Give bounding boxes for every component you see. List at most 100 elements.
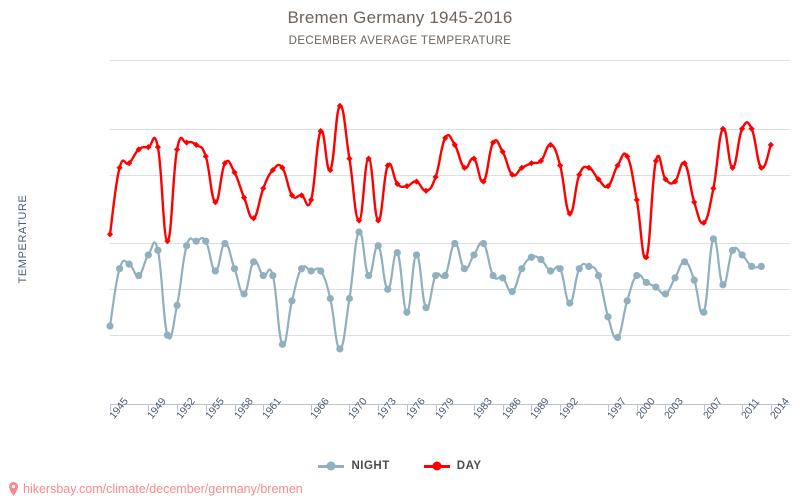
data-point[interactable] (509, 171, 516, 178)
data-point[interactable] (355, 228, 363, 236)
data-point[interactable] (595, 176, 602, 183)
data-point[interactable] (681, 258, 689, 266)
legend-item-day[interactable]: DAY (423, 460, 482, 472)
data-point[interactable] (115, 265, 124, 273)
data-point[interactable] (193, 141, 200, 148)
data-point[interactable] (585, 262, 593, 270)
data-point[interactable] (652, 283, 660, 291)
data-point[interactable] (441, 271, 449, 280)
data-point[interactable] (364, 271, 373, 280)
data-point[interactable] (556, 265, 564, 273)
data-point[interactable] (499, 274, 507, 282)
data-point[interactable] (700, 219, 707, 226)
data-point[interactable] (479, 239, 488, 248)
data-point[interactable] (748, 125, 755, 132)
data-point[interactable] (231, 169, 238, 176)
data-point[interactable] (739, 125, 746, 132)
data-point[interactable] (259, 271, 267, 280)
data-point[interactable] (642, 278, 650, 287)
data-point[interactable] (624, 153, 631, 160)
data-point[interactable] (154, 246, 162, 254)
data-point[interactable] (393, 249, 401, 257)
data-point[interactable] (212, 199, 219, 206)
data-point[interactable] (432, 173, 439, 181)
data-point[interactable] (518, 164, 525, 171)
data-point[interactable] (547, 141, 554, 148)
data-point[interactable] (365, 155, 372, 162)
data-point[interactable] (250, 215, 257, 222)
data-point[interactable] (317, 267, 325, 275)
data-point[interactable] (144, 251, 152, 259)
data-point[interactable] (145, 144, 152, 151)
data-point[interactable] (154, 144, 161, 151)
data-point[interactable] (403, 308, 411, 316)
data-point[interactable] (422, 187, 430, 194)
data-point[interactable] (719, 281, 727, 289)
data-point[interactable] (710, 185, 717, 192)
data-point[interactable] (345, 294, 354, 303)
data-point[interactable] (336, 345, 344, 353)
data-point[interactable] (671, 178, 679, 185)
data-point[interactable] (557, 162, 564, 169)
data-point[interactable] (422, 304, 430, 312)
data-point[interactable] (460, 265, 468, 273)
data-point[interactable] (394, 180, 401, 187)
data-point[interactable] (604, 313, 612, 321)
data-point[interactable] (221, 239, 229, 248)
data-point[interactable] (240, 290, 248, 298)
data-point[interactable] (576, 171, 583, 178)
legend-item-night[interactable]: NIGHT (318, 460, 389, 472)
data-point[interactable] (221, 160, 229, 167)
data-point[interactable] (202, 237, 210, 245)
data-point[interactable] (470, 251, 478, 259)
data-point[interactable] (164, 238, 171, 245)
data-point[interactable] (470, 155, 478, 162)
data-point[interactable] (278, 340, 286, 348)
data-point[interactable] (326, 294, 334, 303)
data-point[interactable] (537, 157, 545, 165)
data-point[interactable] (211, 267, 219, 275)
data-point[interactable] (546, 267, 555, 275)
data-point[interactable] (183, 242, 191, 250)
data-point[interactable] (594, 271, 603, 280)
data-point[interactable] (173, 146, 181, 153)
data-point[interactable] (442, 134, 449, 142)
data-point[interactable] (451, 239, 459, 248)
data-point[interactable] (269, 166, 276, 174)
data-point[interactable] (480, 178, 487, 185)
data-point[interactable] (499, 148, 506, 155)
data-point[interactable] (767, 141, 774, 148)
data-point[interactable] (288, 297, 296, 305)
data-point[interactable] (537, 255, 545, 264)
data-point[interactable] (173, 301, 181, 309)
data-point[interactable] (403, 183, 411, 190)
data-point[interactable] (375, 217, 382, 224)
data-point[interactable] (192, 237, 200, 245)
data-point[interactable] (575, 265, 583, 273)
data-point[interactable] (163, 331, 172, 339)
data-point[interactable] (604, 183, 612, 190)
data-point[interactable] (374, 242, 382, 250)
data-point[interactable] (700, 308, 708, 316)
data-point[interactable] (297, 265, 306, 273)
data-point[interactable] (202, 153, 209, 160)
data-point[interactable] (240, 194, 248, 201)
data-point[interactable] (126, 160, 133, 167)
data-point[interactable] (518, 265, 526, 273)
source-footer[interactable]: hikersbay.com/climate/december/germany/b… (8, 482, 303, 496)
data-point[interactable] (183, 139, 190, 146)
data-point[interactable] (269, 271, 277, 280)
data-point[interactable] (307, 267, 315, 275)
data-point[interactable] (748, 262, 756, 270)
data-point[interactable] (489, 271, 497, 280)
data-point[interactable] (527, 253, 536, 261)
data-point[interactable] (346, 155, 353, 162)
data-point[interactable] (508, 288, 516, 296)
data-point[interactable] (633, 196, 640, 203)
data-point[interactable] (719, 125, 727, 132)
data-point[interactable] (106, 322, 114, 330)
data-point[interactable] (728, 246, 737, 254)
data-point[interactable] (135, 271, 143, 280)
data-point[interactable] (412, 251, 421, 259)
data-point[interactable] (662, 176, 669, 183)
